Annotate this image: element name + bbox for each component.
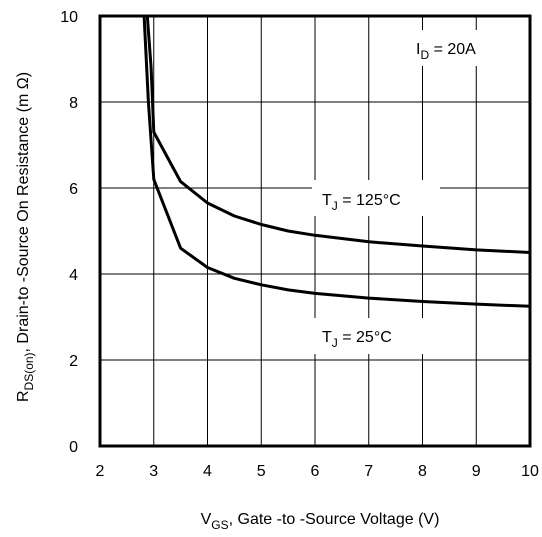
y-tick-label: 2 — [69, 353, 78, 370]
plot-frame — [98, 14, 532, 448]
annotation-id: ID = 20A — [416, 41, 476, 62]
x-tick-label: 7 — [364, 463, 373, 480]
x-tick-label: 9 — [472, 463, 481, 480]
grid — [100, 16, 530, 446]
x-tick-labels: 2 3 4 5 6 7 8 9 10 — [96, 463, 539, 480]
series-label-box-125c: TJ = 125°C — [312, 180, 440, 216]
y-axis-label: RDS(on), Drain-to -Source On Resistance … — [15, 72, 36, 402]
y-tick-label: 10 — [60, 9, 78, 26]
y-tick-label: 8 — [69, 95, 78, 112]
series-label-25c: TJ = 25°C — [322, 329, 392, 350]
y-tick-label: 0 — [69, 439, 78, 456]
series-label-box-25c: TJ = 25°C — [312, 318, 424, 354]
x-tick-label: 8 — [418, 463, 427, 480]
curves — [142, 14, 532, 308]
annotation-id-box: ID = 20A — [410, 30, 518, 66]
x-tick-label: 5 — [257, 463, 266, 480]
y-tick-labels: 0 2 4 6 8 10 — [60, 9, 78, 456]
curve-125c — [145, 14, 532, 254]
y-tick-label: 4 — [69, 267, 78, 284]
x-tick-label: 6 — [311, 463, 320, 480]
series-label-125c: TJ = 125°C — [322, 192, 401, 213]
x-tick-label: 3 — [149, 463, 158, 480]
curve-25c — [142, 14, 532, 308]
x-tick-label: 4 — [203, 463, 212, 480]
y-tick-label: 6 — [69, 181, 78, 198]
x-axis-label: VGS, Gate -to -Source Voltage (V) — [201, 511, 440, 532]
x-tick-label: 10 — [521, 463, 539, 480]
x-tick-label: 2 — [96, 463, 105, 480]
